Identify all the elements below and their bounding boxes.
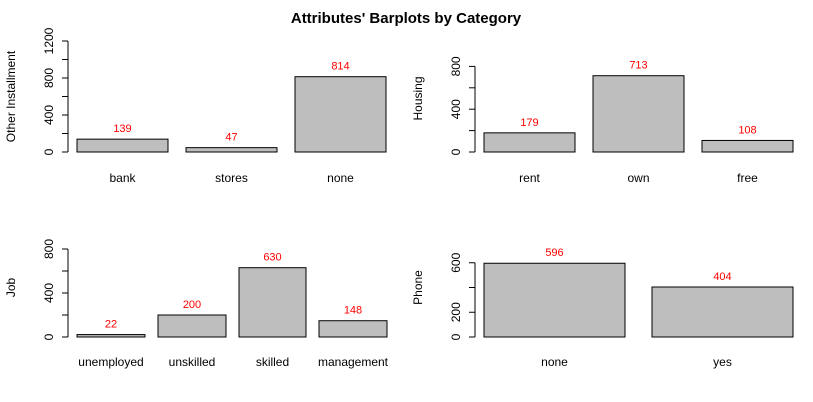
y-tick-label: 400: [42, 105, 56, 125]
panel-job: 0 400 800 Job 22 unemployed 200 unskilled 630 ski…: [4, 239, 389, 369]
y-tick-label: 800: [449, 56, 463, 76]
panel-other-installment: 0 400 800 1200 Other Installment 139 bank 47 sto…: [4, 27, 387, 185]
y-tick-label: 0: [42, 333, 56, 340]
bar-value-label: 108: [738, 124, 756, 136]
panel-phone: 0 200 600 Phone 596 none 404 yes: [411, 247, 794, 369]
y-tick-label: 0: [449, 333, 463, 340]
x-category-label: stores: [215, 171, 248, 185]
x-category-label: none: [541, 355, 568, 369]
panel-housing: 0 400 800 Housing 179 rent 713 own 108 free: [411, 56, 794, 185]
y-tick-label: 600: [449, 252, 463, 272]
y-tick-label: 800: [42, 68, 56, 88]
y-axis-label: Other Installment: [4, 50, 18, 142]
y-axis-label: Housing: [411, 76, 425, 120]
bar-value-label: 404: [713, 271, 731, 283]
bar-bank: [76, 138, 169, 153]
y-axis-label: Phone: [411, 270, 425, 305]
x-category-label: bank: [109, 171, 136, 185]
bar-value-label: 47: [225, 132, 237, 144]
bar-own: [592, 75, 685, 153]
y-axis-label: Job: [4, 278, 18, 298]
bar-value-label: 148: [344, 305, 362, 317]
x-category-label: unemployed: [78, 355, 143, 369]
bar-value-label: 596: [545, 247, 563, 259]
bar-none: [483, 262, 626, 338]
bar-value-label: 630: [263, 252, 281, 264]
x-category-label: skilled: [256, 355, 289, 369]
bar-free: [701, 139, 794, 153]
bar-value-label: 22: [105, 319, 117, 331]
x-category-label: rent: [519, 171, 540, 185]
y-tick-label: 1200: [42, 27, 56, 54]
bar-value-label: 713: [629, 60, 647, 72]
x-category-label: own: [627, 171, 649, 185]
bar-value-label: 814: [331, 61, 349, 73]
bar-value-label: 200: [183, 299, 201, 311]
y-tick-label: 0: [42, 148, 56, 155]
x-category-label: management: [318, 355, 389, 369]
figure-title: Attributes' Barplots by Category: [291, 10, 522, 27]
bar-value-label: 139: [113, 123, 131, 135]
y-tick-label: 0: [449, 148, 463, 155]
bar-yes: [651, 286, 794, 338]
y-tick-label: 800: [42, 239, 56, 259]
x-category-label: none: [327, 171, 354, 185]
x-category-label: free: [737, 171, 758, 185]
bar-value-label: 179: [520, 117, 538, 129]
y-tick-label: 200: [449, 302, 463, 322]
bar-stores: [185, 147, 278, 153]
bar-management: [318, 320, 388, 338]
y-tick-label: 400: [42, 283, 56, 303]
bar-rent: [483, 132, 576, 153]
bar-unemployed: [76, 334, 146, 338]
y-tick-label: 400: [449, 99, 463, 119]
bar-none: [294, 76, 387, 153]
x-category-label: yes: [713, 355, 732, 369]
bar-unskilled: [157, 314, 227, 338]
x-category-label: unskilled: [169, 355, 216, 369]
bar-skilled: [238, 267, 307, 338]
